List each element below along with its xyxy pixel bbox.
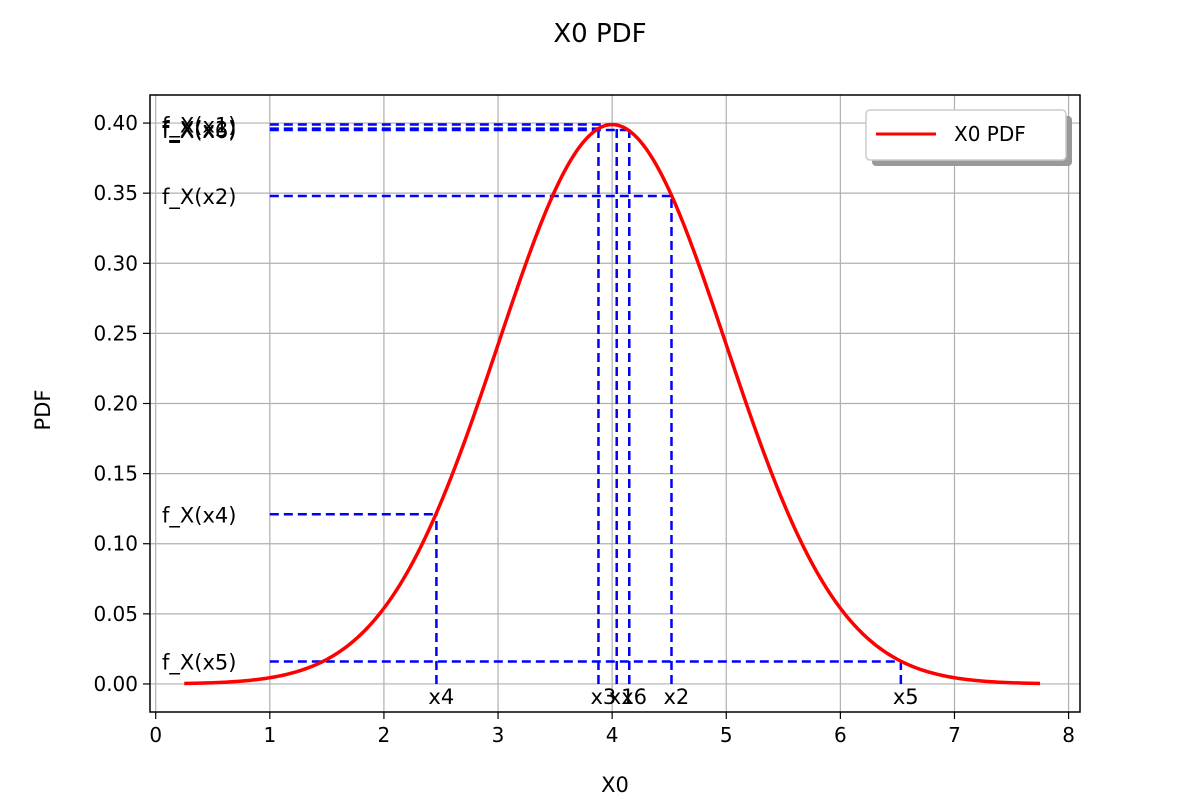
x-tick-label: 2 bbox=[378, 723, 391, 747]
f-label-x1: f_X(x1) bbox=[162, 113, 236, 138]
y-tick-label: 0.00 bbox=[93, 672, 138, 696]
point-label-x2: x2 bbox=[663, 685, 689, 709]
x-tick-label: 7 bbox=[948, 723, 961, 747]
legend: X0 PDF bbox=[865, 109, 1072, 166]
f-label-x5: f_X(x5) bbox=[162, 651, 236, 676]
x-tick-label: 5 bbox=[720, 723, 733, 747]
pdf-curve-layer bbox=[184, 122, 1041, 686]
point-label-x3: x3 bbox=[590, 685, 616, 709]
y-tick-label: 0.25 bbox=[93, 321, 138, 345]
f-label-x2: f_X(x2) bbox=[162, 185, 236, 210]
x-tick-label: 3 bbox=[492, 723, 505, 747]
f-label-x6: f_X(x6) bbox=[162, 119, 236, 144]
y-tick-label: 0.35 bbox=[93, 181, 138, 205]
x-tick-label: 8 bbox=[1062, 723, 1075, 747]
chart-title: X0 PDF bbox=[553, 19, 646, 49]
f-label-x3: f_X(x3) bbox=[162, 118, 236, 143]
point-label-x5: x5 bbox=[893, 685, 919, 709]
legend-label-x0-pdf: X0 PDF bbox=[954, 122, 1026, 146]
x-tick-label: 4 bbox=[606, 723, 619, 747]
f-label-x4: f_X(x4) bbox=[162, 503, 236, 528]
guide-lines bbox=[269, 123, 903, 684]
x-tick-label: 1 bbox=[263, 723, 276, 747]
y-tick-label: 0.20 bbox=[93, 392, 138, 416]
point-label-x4: x4 bbox=[428, 685, 454, 709]
grid bbox=[150, 95, 1080, 712]
series-line-x0-pdf bbox=[184, 122, 1041, 686]
y-tick-label: 0.05 bbox=[93, 602, 138, 626]
legend-box bbox=[865, 109, 1067, 161]
y-tick-label: 0.30 bbox=[93, 251, 138, 275]
point-label-x6: x6 bbox=[621, 685, 647, 709]
y-axis-label: PDF bbox=[31, 390, 55, 431]
y-tick-label: 0.15 bbox=[93, 462, 138, 486]
y-tick-label: 0.10 bbox=[93, 532, 138, 556]
x-tick-label: 6 bbox=[834, 723, 847, 747]
axis-ticks: 0 1 2 3 4 5 6 7 8 0.00 0.05 0.10 0.15 0.20 0.25 0.30 0.3… bbox=[93, 111, 1074, 747]
point-label-x1: x1 bbox=[609, 685, 635, 709]
point-labels: x1 f_X(x1) x2 f_X(x2) x3 f_X(x3) x4 f_X(x4) x5 f_… bbox=[162, 113, 919, 709]
x-tick-label: 0 bbox=[149, 723, 162, 747]
x-axis-label: X0 bbox=[601, 773, 629, 797]
y-tick-label: 0.40 bbox=[93, 111, 138, 135]
